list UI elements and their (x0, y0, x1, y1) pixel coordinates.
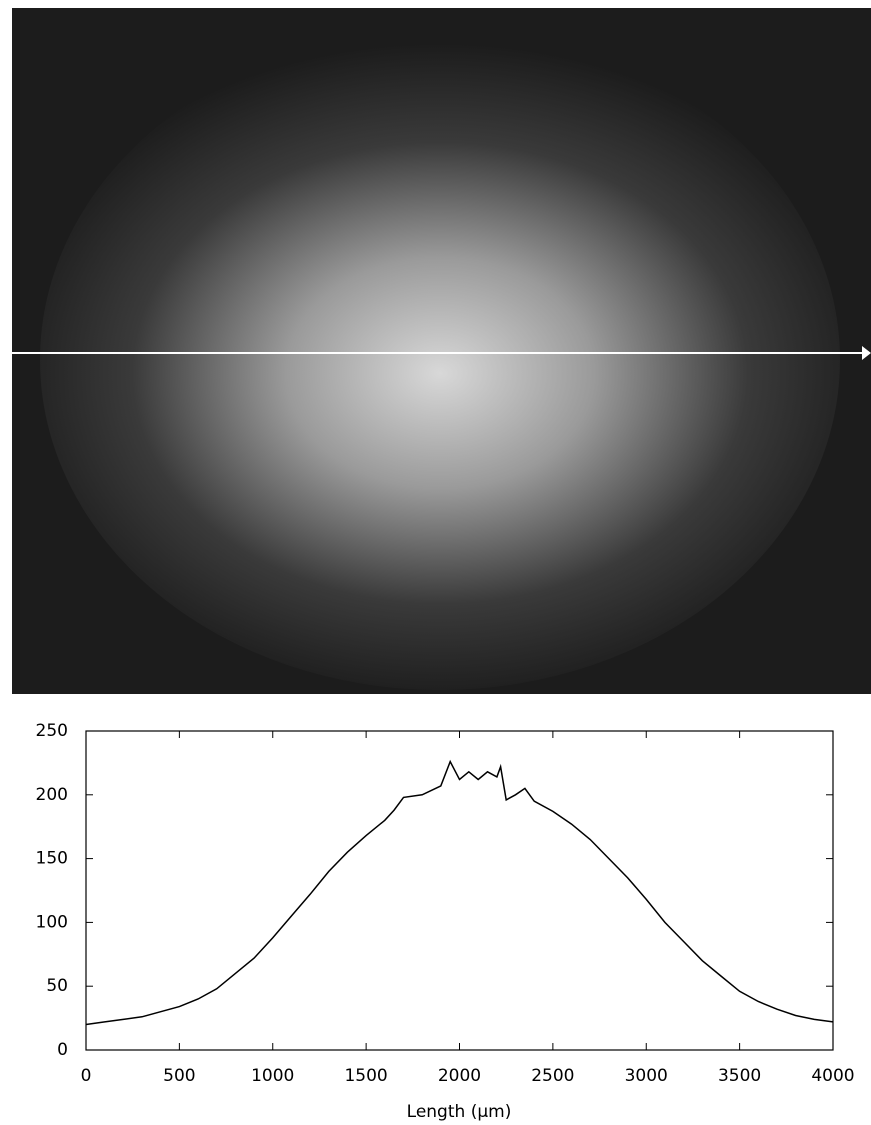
x-tick-label: 3500 (718, 1066, 761, 1086)
y-tick-label: 100 (36, 912, 68, 932)
y-tick-label: 200 (36, 785, 68, 805)
y-tick-label: 0 (57, 1040, 68, 1060)
x-tick-label: 2000 (438, 1066, 481, 1086)
x-tick-label: 0 (81, 1066, 92, 1086)
x-tick-label: 3000 (625, 1066, 668, 1086)
x-tick-label: 4000 (811, 1066, 854, 1086)
y-tick-label: 150 (36, 849, 68, 869)
x-axis-label: Length (μm) (407, 1102, 512, 1121)
micrograph-spot (40, 30, 840, 690)
y-tick-label: 250 (36, 721, 68, 741)
profile-curve (85, 759, 834, 1026)
y-tick-label: 50 (46, 976, 68, 996)
profile-arrow (862, 346, 871, 360)
x-tick-label: 500 (163, 1066, 195, 1086)
x-tick-label: 1000 (251, 1066, 294, 1086)
x-tick-label: 1500 (344, 1066, 387, 1086)
x-tick-label: 2500 (531, 1066, 574, 1086)
